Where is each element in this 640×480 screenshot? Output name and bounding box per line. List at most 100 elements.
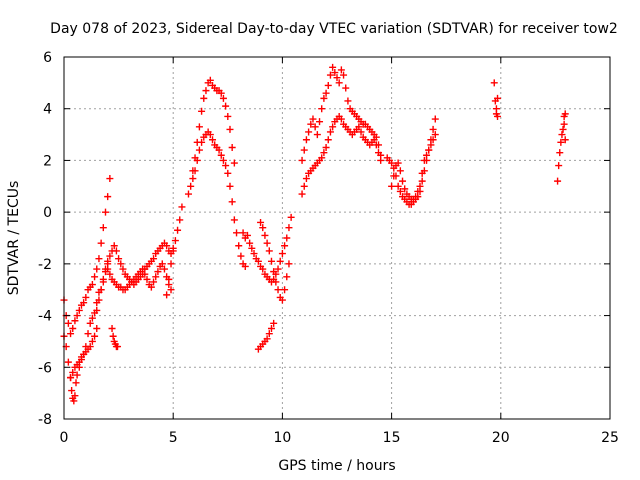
data-point [167,260,175,268]
data-point [178,203,186,211]
data-point [287,213,295,221]
series-trace-h [184,128,249,270]
data-point [152,273,160,281]
y-axis-label: SDTVAR / TECUs [6,181,22,296]
data-point [298,190,306,198]
data-point [302,175,310,183]
data-point [217,151,225,159]
data-point [64,319,72,327]
data-point [283,273,291,281]
data-point [285,224,293,232]
data-point [143,275,151,283]
data-point [191,154,199,162]
data-point [176,216,184,224]
plot-frame [63,56,611,420]
data-point [91,273,99,281]
data-point [372,133,380,141]
data-point [326,71,334,79]
data-point [416,182,424,190]
data-point [86,319,94,327]
data-point [254,257,262,265]
data-point [311,123,319,131]
data-point [316,118,324,126]
data-points [60,63,569,405]
data-point [99,224,107,232]
data-point [219,156,227,164]
data-point [331,69,339,77]
data-point [228,198,236,206]
data-point [241,262,249,270]
data-point [300,146,308,154]
data-point [337,115,345,123]
data-point [561,110,569,118]
data-point [270,319,278,327]
data-point [187,182,195,190]
y-tick-label: -4 [38,309,52,325]
data-point [75,358,83,366]
data-point [86,343,94,351]
data-point [158,260,166,268]
data-point [357,128,365,136]
data-point [377,151,385,159]
series-trace-c [67,325,101,382]
data-point [106,270,114,278]
data-point [69,325,77,332]
data-point [99,278,107,286]
data-point [326,128,334,136]
data-point [71,392,79,400]
data-point [88,337,96,345]
data-point [198,107,206,115]
y-tick-label: 6 [43,50,52,66]
data-point [560,120,568,128]
data-point [322,89,330,97]
data-point [281,242,289,250]
data-point [313,131,321,139]
data-point [73,312,81,320]
data-point [209,136,217,144]
data-point [259,265,267,273]
data-point [141,270,149,278]
data-point [67,374,75,382]
data-point [117,260,125,268]
data-point [91,332,99,340]
data-point [259,224,267,232]
data-point [399,177,407,185]
data-point [206,131,214,139]
data-point [80,299,88,307]
x-tick-label: 5 [169,430,178,446]
data-point [224,112,232,120]
data-point [335,79,343,87]
data-point [340,71,348,79]
data-point [93,265,101,273]
y-tick-label: 4 [43,102,52,118]
data-point [171,237,179,245]
data-point [285,260,293,268]
data-point [302,136,310,144]
data-point [561,136,569,144]
data-point [318,105,326,113]
data-point [558,131,566,139]
data-point [257,218,265,226]
data-point [169,247,177,255]
grid-lines [64,57,610,419]
x-tick-label: 0 [60,430,69,446]
data-point [206,76,214,84]
data-point [104,193,112,201]
series-trace-n [298,63,385,164]
data-point [167,286,175,294]
data-point [163,291,171,299]
data-point [342,84,350,92]
data-point [557,138,565,146]
data-point [101,208,109,216]
data-point [150,255,158,263]
data-point [226,125,234,133]
data-point [263,239,271,247]
data-point [261,231,269,239]
data-point [425,146,433,154]
data-point [165,275,173,283]
data-point [322,144,330,151]
series-trace-l [254,319,278,353]
data-point [70,397,78,405]
data-point [219,94,227,102]
